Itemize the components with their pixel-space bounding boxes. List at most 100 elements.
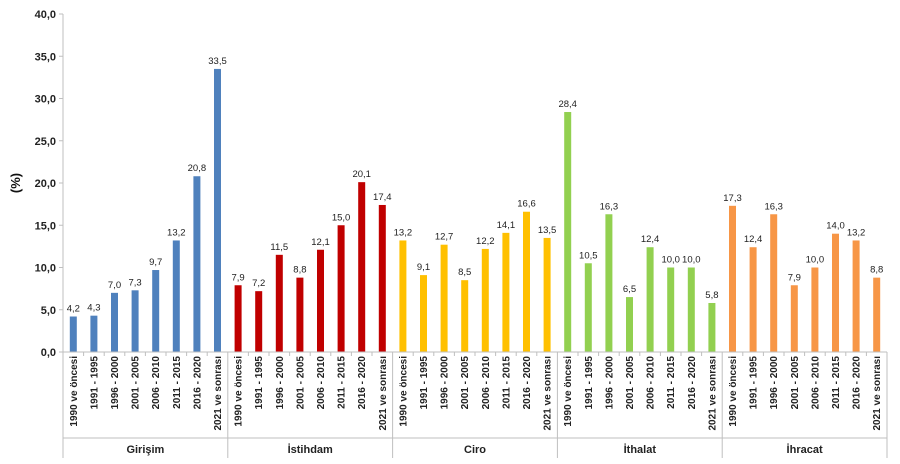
category-label: 2021 ve sonrası xyxy=(378,356,389,431)
y-tick-label: 15,0 xyxy=(35,220,56,232)
bar xyxy=(420,275,427,352)
data-label: 13,5 xyxy=(538,225,557,236)
data-label: 7,0 xyxy=(108,280,121,291)
category-label: 1991 - 1995 xyxy=(749,356,760,410)
data-label: 12,7 xyxy=(435,232,454,243)
bar xyxy=(502,232,510,352)
y-tick-label: 10,0 xyxy=(35,263,56,275)
bar xyxy=(193,176,201,352)
bar xyxy=(378,204,386,352)
bar xyxy=(90,315,98,352)
bar xyxy=(337,225,345,352)
bar xyxy=(275,254,283,352)
data-label: 20,8 xyxy=(188,163,207,174)
category-label: 2016 - 2020 xyxy=(522,356,533,410)
category-label: 1991 - 1995 xyxy=(254,356,265,410)
category-label: 2011 - 2015 xyxy=(337,356,348,409)
data-label: 13,2 xyxy=(847,227,866,238)
data-label: 16,6 xyxy=(517,199,536,210)
category-label: 2016 - 2020 xyxy=(687,356,698,410)
data-label: 8,8 xyxy=(870,265,883,276)
category-label: 2006 - 2010 xyxy=(481,356,492,410)
data-label: 7,2 xyxy=(252,278,265,289)
bar xyxy=(832,233,839,352)
bar xyxy=(111,292,118,352)
data-label: 7,3 xyxy=(128,277,141,288)
bar xyxy=(152,270,160,352)
bar xyxy=(687,267,695,352)
data-label: 13,2 xyxy=(167,227,186,238)
data-label: 10,0 xyxy=(682,255,701,266)
data-label: 20,1 xyxy=(352,169,371,180)
category-label: 1991 - 1995 xyxy=(419,356,430,410)
category-label: 2001 - 2005 xyxy=(460,356,471,410)
data-label: 15,0 xyxy=(332,212,351,223)
y-tick-label: 35,0 xyxy=(35,51,56,63)
y-tick-label: 0,0 xyxy=(41,347,56,359)
bar xyxy=(234,285,242,352)
category-label: 2006 - 2010 xyxy=(316,356,327,410)
category-label: 1990 ve öncesi xyxy=(728,356,739,427)
data-label: 12,2 xyxy=(476,236,495,247)
y-tick-label: 40,0 xyxy=(35,9,56,21)
data-label: 14,0 xyxy=(826,221,845,232)
data-label: 12,4 xyxy=(744,234,763,245)
data-label: 12,4 xyxy=(641,234,660,245)
data-label: 33,5 xyxy=(208,56,227,67)
bar xyxy=(790,285,798,352)
data-label: 9,7 xyxy=(149,257,162,268)
category-label: 1996 - 2000 xyxy=(110,356,121,410)
data-label: 11,5 xyxy=(270,242,288,253)
bar xyxy=(626,297,633,352)
bar xyxy=(172,240,180,352)
bars: 4,2 4,3 7,0 7,3 9,7 13,2 20,8 33,5 7,9 7,2 11,5 8,8… xyxy=(67,56,883,353)
data-label: 8,8 xyxy=(293,265,306,276)
category-label: 1990 ve öncesi xyxy=(234,356,245,427)
group-label: İstihdam xyxy=(288,443,333,456)
data-label: 10,0 xyxy=(806,255,825,266)
category-label: 2001 - 2005 xyxy=(295,356,306,410)
group-label: Ciro xyxy=(464,444,486,456)
category-label: 1996 - 2000 xyxy=(275,356,286,410)
data-label: 4,3 xyxy=(87,303,100,314)
y-tick-label: 25,0 xyxy=(35,136,56,148)
data-label: 14,1 xyxy=(497,220,516,231)
y-axis-title: (%) xyxy=(8,173,23,193)
bar xyxy=(214,68,221,353)
bar xyxy=(69,316,77,352)
bar xyxy=(131,290,139,352)
bar xyxy=(399,240,407,352)
bar xyxy=(461,280,469,352)
bar xyxy=(440,244,448,352)
bar xyxy=(749,247,757,352)
category-label: 2001 - 2005 xyxy=(625,356,636,410)
data-label: 16,3 xyxy=(764,201,783,212)
category-label: 2006 - 2010 xyxy=(810,356,821,410)
bar xyxy=(543,237,551,352)
y-tick-label: 30,0 xyxy=(35,94,56,106)
category-label: 1996 - 2000 xyxy=(604,356,615,410)
category-label: 2016 - 2020 xyxy=(852,356,863,410)
category-label: 2001 - 2005 xyxy=(790,356,801,410)
category-label: 2011 - 2015 xyxy=(501,356,512,409)
category-label: 1990 ve öncesi xyxy=(69,356,80,427)
group-label: İhracat xyxy=(787,443,823,456)
bar xyxy=(523,211,530,352)
bar xyxy=(729,205,736,352)
data-label: 16,3 xyxy=(600,201,619,212)
category-label: 1991 - 1995 xyxy=(584,356,595,410)
x-axis: 1990 ve öncesi 1991 - 1995 1996 - 2000 2001… xyxy=(62,351,888,458)
bar xyxy=(296,277,304,352)
category-label: 1996 - 2000 xyxy=(440,356,451,410)
data-label: 8,5 xyxy=(458,267,471,278)
bar xyxy=(667,267,675,352)
bar xyxy=(873,277,881,352)
category-label: 1990 ve öncesi xyxy=(398,356,409,427)
data-label: 7,9 xyxy=(788,272,801,283)
category-label: 2011 - 2015 xyxy=(831,356,842,409)
bar xyxy=(584,263,592,352)
data-label: 17,4 xyxy=(373,192,392,203)
category-label: 2006 - 2010 xyxy=(151,356,162,410)
y-axis: 0,0 5,0 10,0 15,0 20,0 25,0 30,0 35,0 40,0 xyxy=(35,9,64,359)
bar xyxy=(852,240,860,352)
